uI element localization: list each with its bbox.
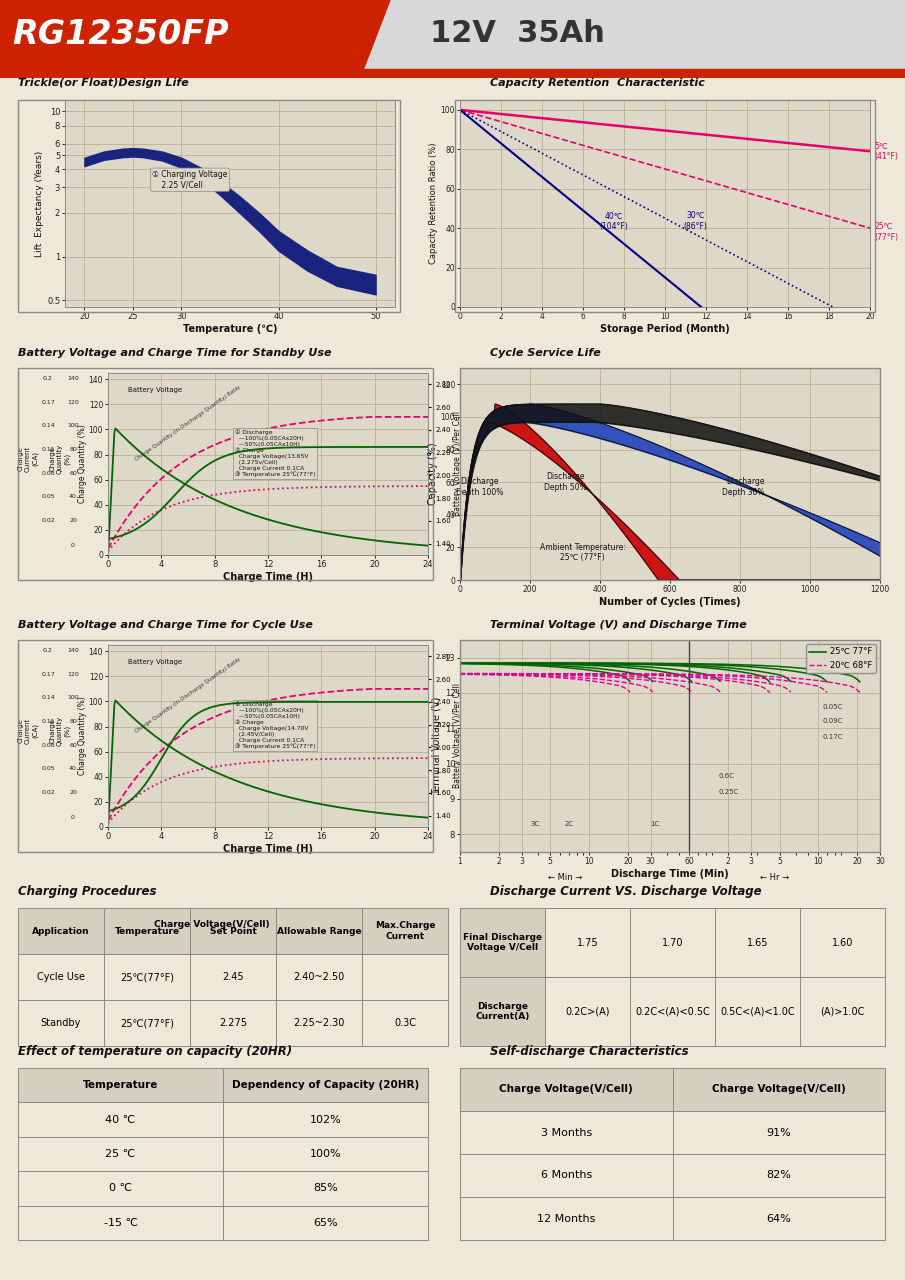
Text: Cycle Service Life: Cycle Service Life xyxy=(490,348,601,358)
Text: Self-discharge Characteristics: Self-discharge Characteristics xyxy=(490,1044,689,1059)
Text: 0.6C: 0.6C xyxy=(718,773,734,778)
Text: 0.17: 0.17 xyxy=(41,672,55,677)
Y-axis label: Charge Quantity (%): Charge Quantity (%) xyxy=(78,425,87,503)
Text: 12V  35Ah: 12V 35Ah xyxy=(430,19,605,49)
Text: ← Hr →: ← Hr → xyxy=(760,873,789,882)
Text: 0.02: 0.02 xyxy=(41,518,55,524)
Text: Charge
Quantity
(%): Charge Quantity (%) xyxy=(50,444,71,474)
Text: Charge Voltage(V/Cell): Charge Voltage(V/Cell) xyxy=(154,920,270,929)
Text: ① Charging Voltage
    2.25 V/Cell: ① Charging Voltage 2.25 V/Cell xyxy=(152,170,228,189)
Text: Capacity Retention  Characteristic: Capacity Retention Characteristic xyxy=(490,78,705,88)
Text: Effect of temperature on capacity (20HR): Effect of temperature on capacity (20HR) xyxy=(18,1044,292,1059)
Text: Charge
Quantity
(%): Charge Quantity (%) xyxy=(50,716,71,746)
Text: Battery Voltage: Battery Voltage xyxy=(128,659,182,664)
X-axis label: Discharge Time (Min): Discharge Time (Min) xyxy=(611,869,729,878)
Text: Discharge
Depth 30%: Discharge Depth 30% xyxy=(722,477,765,497)
Text: 0.25C: 0.25C xyxy=(718,788,738,795)
X-axis label: Storage Period (Month): Storage Period (Month) xyxy=(600,324,729,334)
Y-axis label: Capacity (%): Capacity (%) xyxy=(428,443,438,506)
Y-axis label: Battery Voltage (V)/Per Cell: Battery Voltage (V)/Per Cell xyxy=(452,684,462,788)
Text: 80: 80 xyxy=(69,447,77,452)
Text: 0: 0 xyxy=(71,544,75,548)
Text: 5℃
(41°F): 5℃ (41°F) xyxy=(874,142,898,161)
Bar xyxy=(0,69,905,78)
Text: 0.09C: 0.09C xyxy=(823,718,843,724)
Text: 140: 140 xyxy=(67,648,79,653)
Text: 0.2: 0.2 xyxy=(43,648,52,653)
Text: Charge
Current
(CA): Charge Current (CA) xyxy=(18,445,38,472)
Text: 0: 0 xyxy=(71,815,75,820)
Text: 120: 120 xyxy=(67,672,79,677)
Text: Battery Voltage: Battery Voltage xyxy=(128,387,182,393)
Text: 0.17: 0.17 xyxy=(41,399,55,404)
Text: 2C: 2C xyxy=(565,820,574,827)
Text: Discharge
Depth 100%: Discharge Depth 100% xyxy=(455,477,503,497)
Text: 0.05C: 0.05C xyxy=(823,704,843,710)
Text: RG12350FP: RG12350FP xyxy=(12,18,229,50)
Y-axis label: Lift  Expectancy (Years): Lift Expectancy (Years) xyxy=(35,150,44,256)
Text: Discharge
Depth 50%: Discharge Depth 50% xyxy=(544,472,586,492)
Text: 0.05: 0.05 xyxy=(42,494,55,499)
Text: 80: 80 xyxy=(69,719,77,724)
Y-axis label: Terminal Voltage (V): Terminal Voltage (V) xyxy=(432,696,442,795)
Text: 140: 140 xyxy=(67,376,79,381)
Text: 0.14: 0.14 xyxy=(41,695,55,700)
Text: 40℃
(104°F): 40℃ (104°F) xyxy=(599,211,628,232)
Text: 100: 100 xyxy=(67,695,79,700)
Text: 30℃
(86°F): 30℃ (86°F) xyxy=(684,211,708,230)
X-axis label: Temperature (℃): Temperature (℃) xyxy=(183,324,277,334)
Text: Discharge Current VS. Discharge Voltage: Discharge Current VS. Discharge Voltage xyxy=(490,884,762,899)
Text: ① Discharge
  —100%(0.05CAx20H)
  —50%(0.05CAx10H)
② Charge
  Charge Voltage(14.: ① Discharge —100%(0.05CAx20H) —50%(0.05C… xyxy=(234,701,316,749)
X-axis label: Number of Cycles (Times): Number of Cycles (Times) xyxy=(599,596,741,607)
Text: 20: 20 xyxy=(69,790,77,795)
Y-axis label: Capacity Retention Ratio (%): Capacity Retention Ratio (%) xyxy=(429,143,438,264)
Legend: 25℃ 77°F, 20℃ 68°F: 25℃ 77°F, 20℃ 68°F xyxy=(806,644,876,673)
Text: Trickle(or Float)Design Life: Trickle(or Float)Design Life xyxy=(18,78,189,88)
Text: 0.05: 0.05 xyxy=(42,767,55,772)
Text: Terminal Voltage (V) and Discharge Time: Terminal Voltage (V) and Discharge Time xyxy=(490,620,747,630)
Polygon shape xyxy=(0,0,390,78)
Text: 0.11: 0.11 xyxy=(42,447,55,452)
X-axis label: Charge Time (H): Charge Time (H) xyxy=(223,844,313,854)
Text: Battery Voltage and Charge Time for Cycle Use: Battery Voltage and Charge Time for Cycl… xyxy=(18,620,313,630)
Text: 3C: 3C xyxy=(530,820,539,827)
Text: Ambient Temperature:
25℃ (77°F): Ambient Temperature: 25℃ (77°F) xyxy=(539,543,625,562)
Text: 1C: 1C xyxy=(651,820,660,827)
Text: 0.11: 0.11 xyxy=(42,719,55,724)
Text: 120: 120 xyxy=(67,399,79,404)
Text: 60: 60 xyxy=(69,742,77,748)
Text: 25℃
(77°F): 25℃ (77°F) xyxy=(874,223,898,242)
Text: 0.2: 0.2 xyxy=(43,376,52,381)
Text: 0.17C: 0.17C xyxy=(823,733,843,740)
Text: ← Min →: ← Min → xyxy=(548,873,582,882)
Text: ① Discharge
  —100%(0.05CAx20H)
  —50%(0.05CAx10H)
② Charge
  Charge Voltage(13.: ① Discharge —100%(0.05CAx20H) —50%(0.05C… xyxy=(234,430,316,477)
Text: 20: 20 xyxy=(69,518,77,524)
Y-axis label: Charge Quantity (%): Charge Quantity (%) xyxy=(78,696,87,776)
Text: 40: 40 xyxy=(69,494,77,499)
X-axis label: Charge Time (H): Charge Time (H) xyxy=(223,572,313,581)
Text: Battery Voltage and Charge Time for Standby Use: Battery Voltage and Charge Time for Stan… xyxy=(18,348,331,358)
Text: 0.08: 0.08 xyxy=(42,742,55,748)
Text: 60: 60 xyxy=(69,471,77,476)
Y-axis label: Battery Voltage (V)/Per Cell: Battery Voltage (V)/Per Cell xyxy=(452,411,462,517)
Text: 0.02: 0.02 xyxy=(41,790,55,795)
Text: Charging Procedures: Charging Procedures xyxy=(18,884,157,899)
Text: 0.08: 0.08 xyxy=(42,471,55,476)
Text: 0.14: 0.14 xyxy=(41,424,55,429)
Text: 100: 100 xyxy=(67,424,79,429)
Text: Charge
Current
(CA): Charge Current (CA) xyxy=(18,718,38,744)
Text: 40: 40 xyxy=(69,767,77,772)
Text: Charge Quantity (In-Discharge Quantity) Ratio: Charge Quantity (In-Discharge Quantity) … xyxy=(135,385,242,462)
Text: Charge Quantity (In-Discharge Quantity) Ratio: Charge Quantity (In-Discharge Quantity) … xyxy=(135,657,242,733)
